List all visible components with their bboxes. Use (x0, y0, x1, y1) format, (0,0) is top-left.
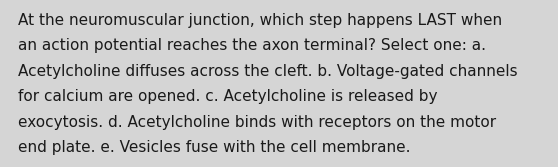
Text: an action potential reaches the axon terminal? Select one: a.: an action potential reaches the axon ter… (18, 38, 485, 53)
Text: exocytosis. d. Acetylcholine binds with receptors on the motor: exocytosis. d. Acetylcholine binds with … (18, 115, 496, 130)
Text: end plate. e. Vesicles fuse with the cell membrane.: end plate. e. Vesicles fuse with the cel… (18, 140, 410, 155)
Text: for calcium are opened. c. Acetylcholine is released by: for calcium are opened. c. Acetylcholine… (18, 89, 437, 104)
Text: At the neuromuscular junction, which step happens LAST when: At the neuromuscular junction, which ste… (18, 13, 502, 28)
Text: Acetylcholine diffuses across the cleft. b. Voltage-gated channels: Acetylcholine diffuses across the cleft.… (18, 64, 517, 79)
